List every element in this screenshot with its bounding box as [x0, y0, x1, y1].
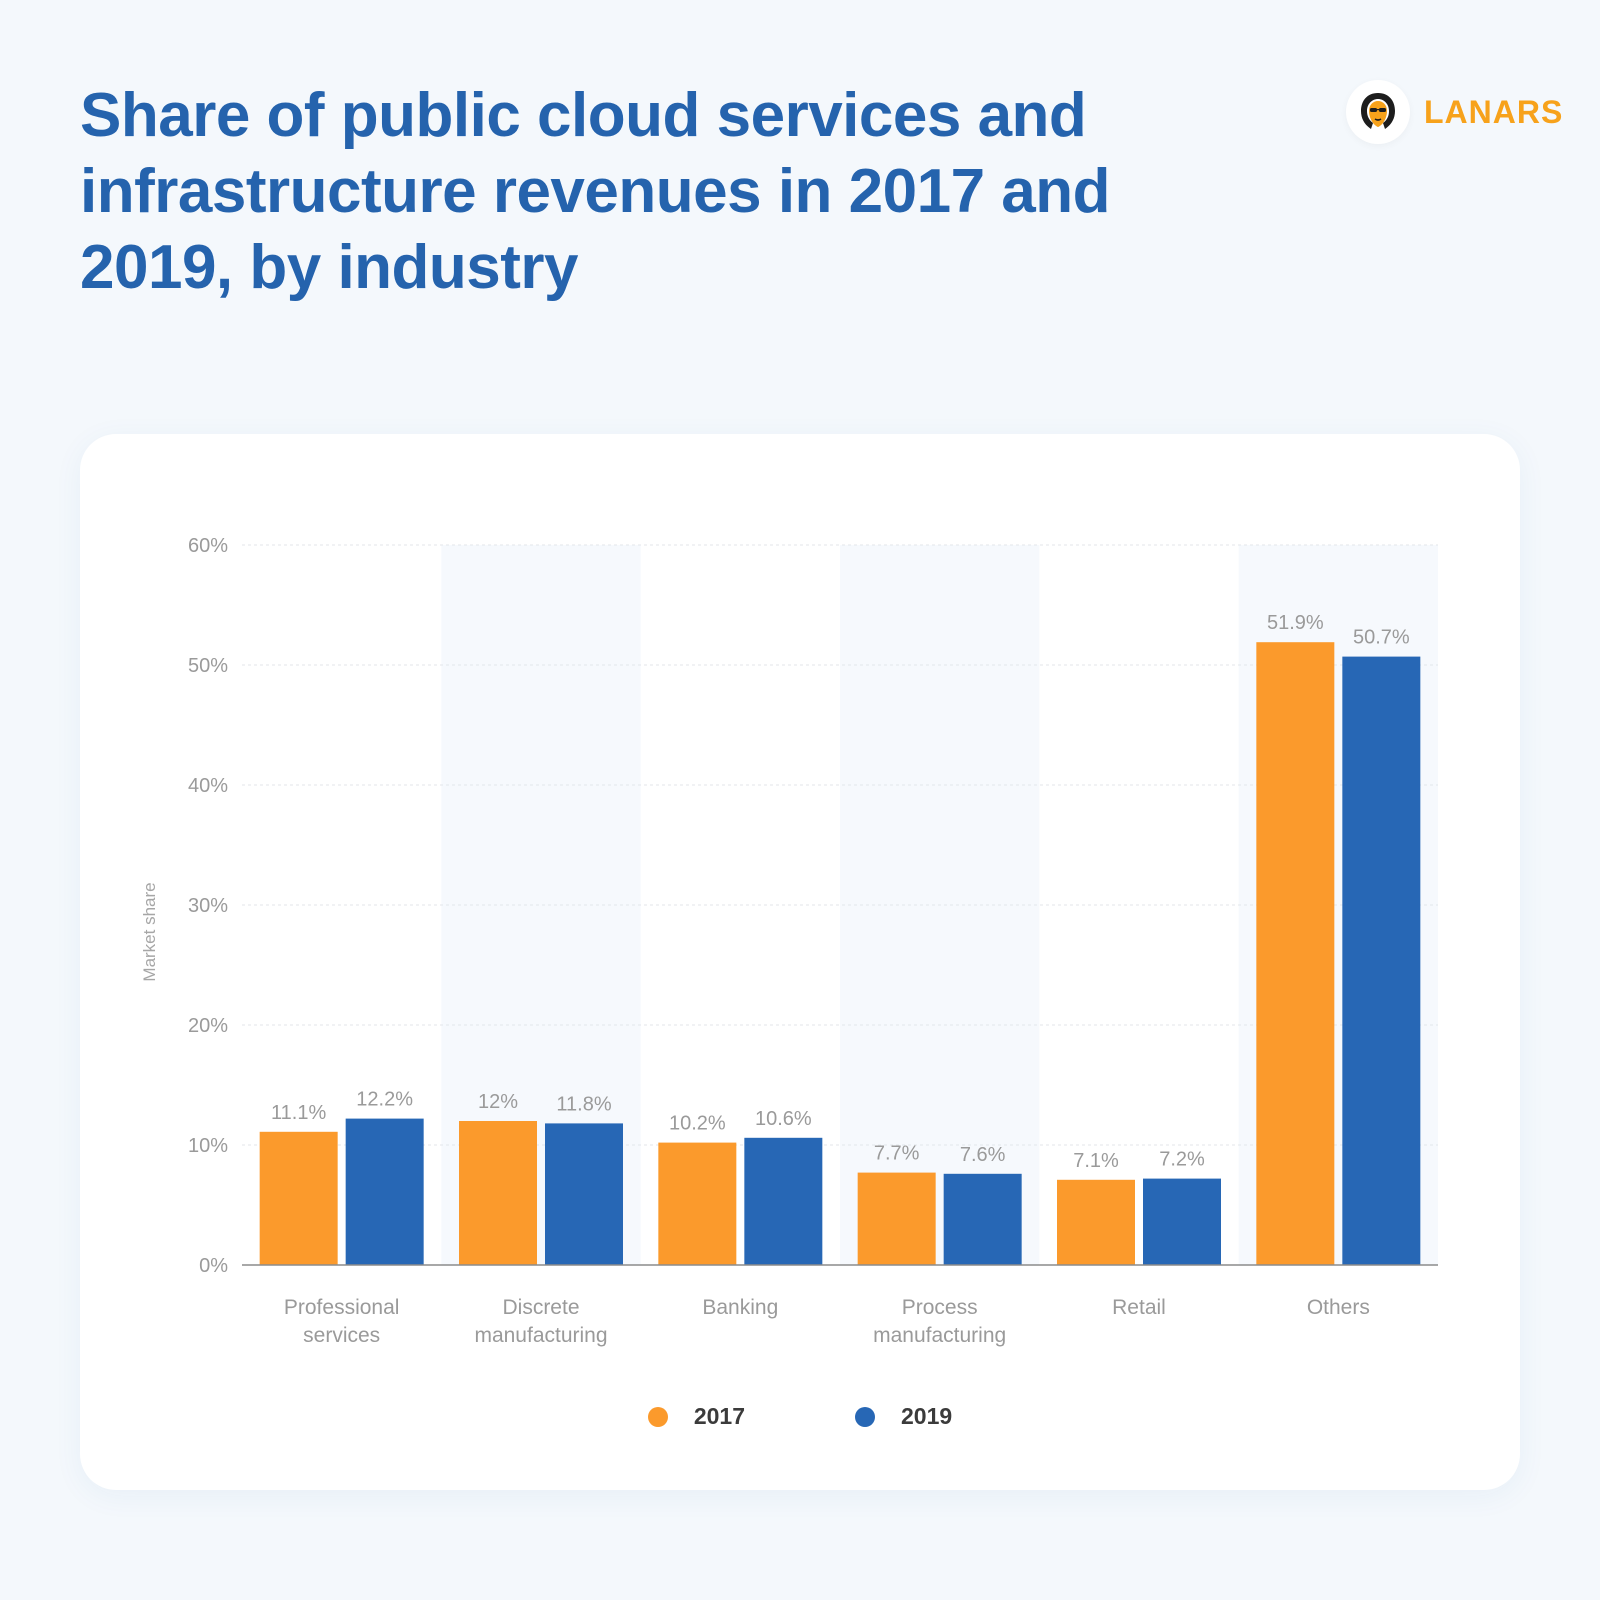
x-tick-label: Banking [702, 1296, 778, 1319]
y-tick-label: 0% [199, 1255, 228, 1277]
x-tick-label-line: manufacturing [474, 1324, 607, 1347]
y-tick-label: 40% [188, 775, 228, 797]
bar-2017 [1057, 1179, 1135, 1265]
chart-title: Share of public cloud services and infra… [80, 81, 1111, 302]
data-label-2019: 50.7% [1353, 627, 1410, 649]
x-tick-label: Retail [1112, 1296, 1166, 1319]
bar-2019 [1143, 1178, 1221, 1265]
x-tick-label-line: manufacturing [873, 1324, 1006, 1347]
bar-2017 [857, 1172, 936, 1265]
x-tick-label-line: services [303, 1324, 380, 1347]
data-label-2017: 12% [478, 1091, 518, 1113]
bar-2019 [345, 1118, 424, 1265]
bar-2019 [744, 1137, 823, 1265]
y-tick-label: 10% [188, 1135, 228, 1157]
y-tick-label: 30% [188, 895, 228, 917]
legend-swatch-2017 [647, 1406, 668, 1427]
bar-2019 [943, 1173, 1022, 1265]
data-label-2019: 7.2% [1159, 1149, 1205, 1171]
data-label-2019: 11.8% [556, 1093, 611, 1115]
data-label-2017: 51.9% [1267, 612, 1324, 634]
bar-2017 [1256, 642, 1335, 1265]
brand-logo: LANARS [1346, 80, 1563, 144]
x-tick-label-line: Banking [702, 1296, 778, 1319]
legend-item-2019: 2019 [855, 1403, 952, 1430]
data-label-2017: 7.7% [874, 1143, 920, 1165]
bar-2017 [459, 1121, 537, 1265]
x-tick-label: Others [1307, 1296, 1370, 1319]
data-label-2017: 11.1% [271, 1102, 326, 1124]
y-tick-label: 50% [188, 655, 228, 677]
legend-label-2017: 2017 [693, 1403, 745, 1429]
chart-card: 0% 10% 20% 30% 40% 50% 60% Market share 11.1% 12.… [80, 434, 1520, 1490]
x-tick-label-line: Professional [284, 1296, 400, 1319]
chart-legend: 2017 2019 [80, 1403, 1520, 1430]
legend-swatch-2019 [855, 1406, 875, 1427]
legend-item-2017: 2017 [647, 1403, 745, 1430]
x-tick-label: Professional services [284, 1296, 400, 1347]
data-label-2019: 10.6% [755, 1108, 812, 1130]
bar-2019 [1342, 656, 1421, 1265]
bar-2019 [545, 1123, 623, 1265]
bar-2017 [259, 1131, 338, 1265]
x-tick-label: Discrete manufacturing [474, 1296, 607, 1347]
data-label-2019: 12.2% [356, 1089, 413, 1111]
data-label-2017: 7.1% [1073, 1150, 1119, 1172]
x-tick-label: Process manufacturing [873, 1296, 1006, 1347]
bar-chart: 0% 10% 20% 30% 40% 50% 60% Market share 11.1% 12.… [140, 535, 1438, 1347]
bar-2017 [658, 1142, 737, 1265]
y-tick-label: 20% [188, 1015, 228, 1037]
data-label-2017: 10.2% [669, 1113, 726, 1135]
data-label-2019: 7.6% [960, 1144, 1006, 1166]
x-tick-label-line: Retail [1112, 1296, 1166, 1319]
x-tick-label-line: Discrete [502, 1296, 579, 1319]
y-tick-label: 60% [188, 535, 228, 557]
legend-label-2019: 2019 [901, 1403, 953, 1429]
x-tick-label-line: Process [902, 1296, 978, 1319]
y-axis-title: Market share [140, 882, 159, 981]
lion-with-sunglasses-icon [1346, 80, 1410, 144]
x-tick-label-line: Others [1307, 1296, 1370, 1319]
brand-name: LANARS [1424, 93, 1564, 130]
